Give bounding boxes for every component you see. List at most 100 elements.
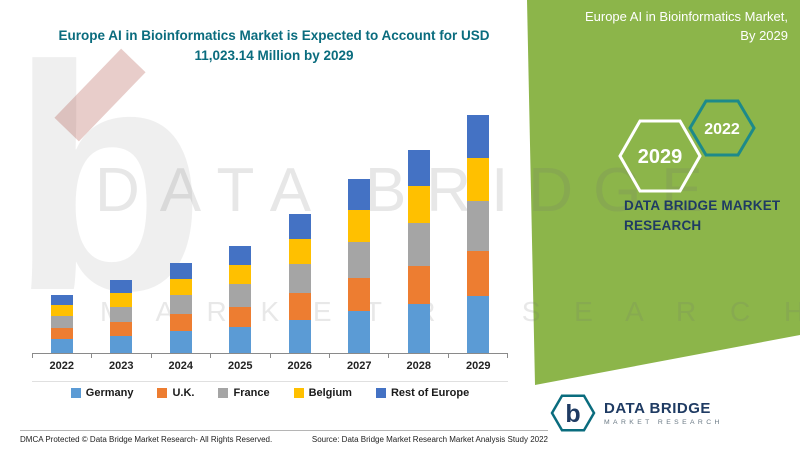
chart-title-line2: 11,023.14 Million by 2029: [194, 48, 354, 64]
segment-rest-of-europe: [50, 295, 73, 306]
stacked-bar-2023: [110, 280, 133, 353]
logo-subtitle: MARKET RESEARCH: [604, 419, 723, 426]
hexagon-2022-label: 2022: [704, 121, 740, 138]
segment-belgium: [288, 238, 311, 264]
segment-belgium: [50, 305, 73, 316]
bar-group-2029: [449, 115, 509, 353]
stacked-bar-2029: [467, 115, 490, 353]
segment-germany: [110, 335, 133, 353]
segment-u-k-: [229, 306, 252, 328]
legend-label: Germany: [85, 387, 134, 399]
panel-title-line1: Europe AI in Bioinformatics Market,: [584, 9, 788, 24]
legend-swatch: [218, 388, 229, 398]
source-note: Source: Data Bridge Market Research Mark…: [311, 435, 548, 444]
segment-belgium: [229, 265, 252, 285]
x-label-2028: 2028: [406, 360, 431, 372]
stacked-bar-2028: [407, 149, 430, 353]
chart-title-line1: Europe AI in Bioinformatics Market is Ex…: [58, 28, 490, 43]
stacked-bar-2026: [288, 213, 311, 353]
x-label-2023: 2023: [109, 360, 134, 372]
segment-u-k-: [407, 265, 430, 305]
legend-swatch: [375, 388, 386, 398]
axis-tick: [447, 354, 449, 358]
segment-rest-of-europe: [407, 149, 430, 187]
axis-tick: [150, 354, 152, 358]
axis-tick: [507, 354, 508, 358]
logo-text: DATA BRIDGE MARKET RESEARCH: [604, 400, 723, 426]
legend-swatch: [157, 388, 168, 398]
axis-tick: [32, 354, 33, 358]
segment-u-k-: [110, 321, 133, 336]
segment-france: [407, 222, 430, 266]
watermark-marketresearch-text: M A R K E T R E S E A R C H: [100, 296, 800, 327]
segment-germany: [288, 319, 311, 353]
segment-france: [348, 241, 371, 279]
year-hexagons: 2029 2022: [618, 99, 756, 193]
databridge-logo: b DATA BRIDGE MARKET RESEARCH: [550, 390, 723, 436]
segment-u-k-: [288, 293, 311, 320]
panel-title-line2: By 2029: [740, 27, 788, 43]
watermark-databridge-text: DATA BRIDGE: [95, 156, 723, 225]
segment-belgium: [467, 158, 490, 201]
legend-item-rest-of-europe: Rest of Europe: [375, 387, 470, 399]
x-label-2029: 2029: [466, 360, 491, 372]
stacked-bar-plot: [32, 105, 508, 353]
legend-label: France: [233, 387, 270, 399]
legend-swatch: [293, 388, 304, 398]
logo-letter: b: [565, 400, 580, 428]
axis-tick: [91, 354, 93, 358]
bar-group-2028: [389, 149, 449, 353]
segment-france: [110, 306, 133, 322]
stacked-bar-2027: [348, 179, 371, 353]
x-label-2027: 2027: [347, 360, 372, 372]
footer: DMCA Protected © Data Bridge Market Rese…: [20, 430, 548, 444]
segment-germany: [407, 304, 430, 353]
hexagon-2029: [618, 119, 702, 193]
segment-rest-of-europe: [229, 245, 252, 266]
segment-u-k-: [169, 314, 192, 332]
logo-hexagon-icon: b: [550, 394, 596, 432]
x-axis-labels: 2022 2023 2024 2025 2026 2027 2028 2029: [32, 360, 508, 372]
hexagon-2022: [688, 99, 756, 157]
panel-brand-text: DATA BRIDGE MARKET RESEARCH: [624, 198, 781, 233]
axis-tick: [210, 354, 212, 358]
axis-tick: [269, 354, 271, 358]
segment-belgium: [348, 210, 371, 242]
stacked-bar-2025: [229, 245, 252, 353]
bar-group-2024: [151, 262, 211, 353]
segment-germany: [229, 327, 252, 353]
legend-label: Rest of Europe: [390, 387, 470, 399]
segment-france: [467, 200, 490, 251]
legend-label: U.K.: [172, 387, 195, 399]
segment-france: [50, 315, 73, 329]
segment-germany: [467, 295, 490, 353]
stacked-bar-2024: [169, 262, 192, 353]
stacked-bar-2022: [50, 295, 73, 353]
segment-u-k-: [467, 250, 490, 296]
dmca-notice: DMCA Protected © Data Bridge Market Rese…: [20, 435, 273, 444]
segment-u-k-: [50, 328, 73, 340]
segment-rest-of-europe: [288, 213, 311, 239]
x-label-2022: 2022: [49, 360, 74, 372]
logo-name: DATA BRIDGE: [604, 400, 711, 417]
x-axis-ticks: [32, 354, 508, 358]
axis-tick: [328, 354, 330, 358]
segment-rest-of-europe: [467, 115, 490, 159]
legend-item-belgium: Belgium: [293, 387, 352, 399]
bar-group-2027: [330, 179, 390, 353]
chart-title: Europe AI in Bioinformatics Market is Ex…: [38, 26, 510, 67]
x-axis-line: [32, 353, 508, 354]
segment-u-k-: [348, 278, 371, 312]
x-label-2024: 2024: [168, 360, 193, 372]
segment-rest-of-europe: [348, 179, 371, 211]
segment-belgium: [169, 278, 192, 296]
panel-title: Europe AI in Bioinformatics Market, By 2…: [538, 8, 788, 46]
segment-france: [288, 263, 311, 294]
segment-germany: [169, 331, 192, 353]
x-label-2026: 2026: [287, 360, 312, 372]
chart-legend: Germany U.K. France Belgium Rest of Europe: [32, 381, 508, 399]
segment-france: [169, 295, 192, 315]
x-label-2025: 2025: [228, 360, 253, 372]
legend-item-france: France: [218, 387, 270, 399]
